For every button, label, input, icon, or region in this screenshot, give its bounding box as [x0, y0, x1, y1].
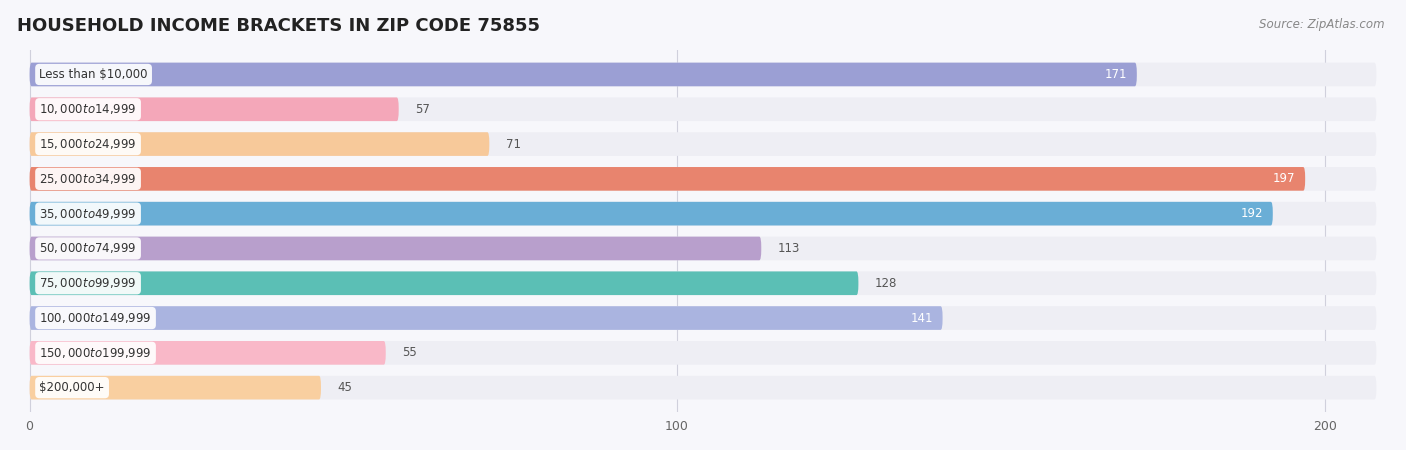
FancyBboxPatch shape — [30, 237, 761, 260]
Text: $25,000 to $34,999: $25,000 to $34,999 — [39, 172, 136, 186]
FancyBboxPatch shape — [30, 98, 399, 121]
FancyBboxPatch shape — [30, 271, 1376, 295]
Text: 128: 128 — [875, 277, 897, 290]
Text: 113: 113 — [778, 242, 800, 255]
FancyBboxPatch shape — [30, 132, 1376, 156]
FancyBboxPatch shape — [30, 306, 942, 330]
FancyBboxPatch shape — [30, 376, 1376, 400]
FancyBboxPatch shape — [30, 63, 1137, 86]
Text: 141: 141 — [910, 311, 932, 324]
FancyBboxPatch shape — [30, 202, 1376, 225]
FancyBboxPatch shape — [30, 237, 1376, 260]
Text: 171: 171 — [1105, 68, 1128, 81]
FancyBboxPatch shape — [30, 306, 1376, 330]
Text: $15,000 to $24,999: $15,000 to $24,999 — [39, 137, 136, 151]
Text: $10,000 to $14,999: $10,000 to $14,999 — [39, 102, 136, 116]
FancyBboxPatch shape — [30, 167, 1305, 191]
Text: $35,000 to $49,999: $35,000 to $49,999 — [39, 207, 136, 220]
FancyBboxPatch shape — [30, 167, 1376, 191]
FancyBboxPatch shape — [30, 98, 1376, 121]
FancyBboxPatch shape — [30, 63, 1376, 86]
Text: 45: 45 — [337, 381, 352, 394]
Text: HOUSEHOLD INCOME BRACKETS IN ZIP CODE 75855: HOUSEHOLD INCOME BRACKETS IN ZIP CODE 75… — [17, 17, 540, 35]
Text: $75,000 to $99,999: $75,000 to $99,999 — [39, 276, 136, 290]
Text: 57: 57 — [415, 103, 430, 116]
Text: Source: ZipAtlas.com: Source: ZipAtlas.com — [1260, 18, 1385, 31]
FancyBboxPatch shape — [30, 376, 321, 400]
Text: Less than $10,000: Less than $10,000 — [39, 68, 148, 81]
FancyBboxPatch shape — [30, 202, 1272, 225]
Text: 192: 192 — [1240, 207, 1263, 220]
Text: $100,000 to $149,999: $100,000 to $149,999 — [39, 311, 152, 325]
FancyBboxPatch shape — [30, 341, 1376, 365]
Text: $50,000 to $74,999: $50,000 to $74,999 — [39, 242, 136, 256]
Text: $200,000+: $200,000+ — [39, 381, 105, 394]
FancyBboxPatch shape — [30, 341, 385, 365]
Text: $150,000 to $199,999: $150,000 to $199,999 — [39, 346, 152, 360]
Text: 197: 197 — [1272, 172, 1295, 185]
Text: 71: 71 — [506, 138, 520, 151]
FancyBboxPatch shape — [30, 132, 489, 156]
Text: 55: 55 — [402, 346, 416, 360]
FancyBboxPatch shape — [30, 271, 859, 295]
